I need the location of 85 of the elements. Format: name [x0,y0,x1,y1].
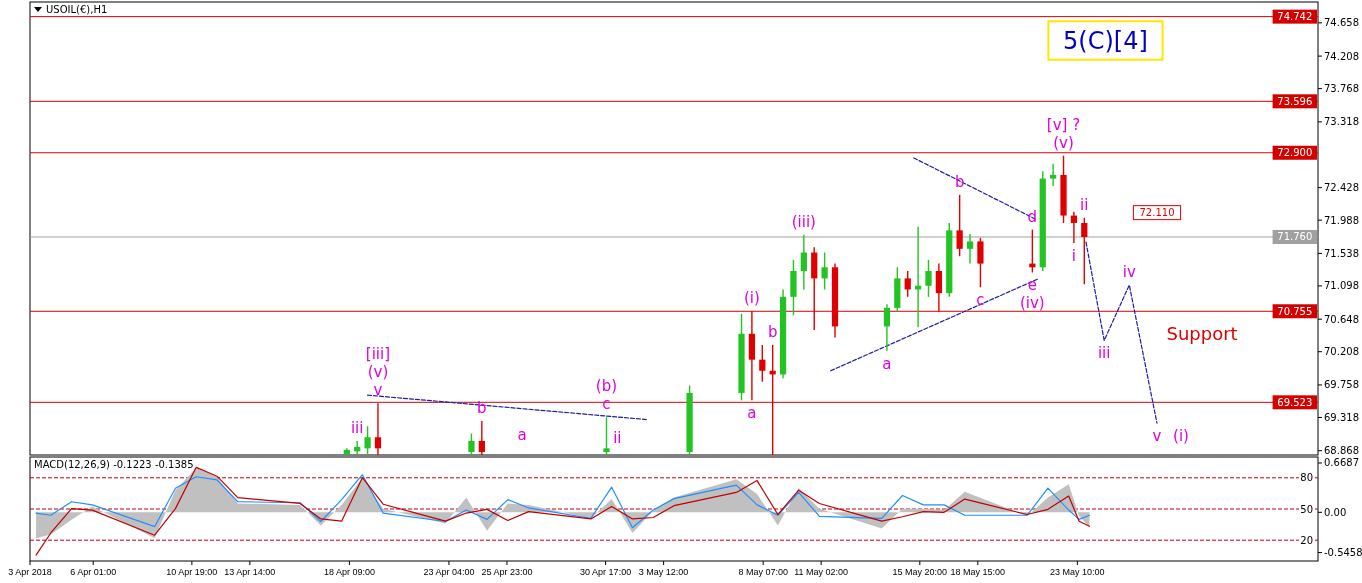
candlestick [1050,163,1057,187]
y-tick-label: 0.6687 [1324,457,1359,469]
y-tick-label: 68.868 [1324,445,1359,457]
annotation: iii [1097,344,1111,363]
annotation: [v] ? [1046,115,1081,134]
annotation: (iii) [791,212,816,231]
annotation: a [517,425,527,444]
annotation: (i) [743,288,760,307]
y-tick-label: 70.208 [1324,346,1359,358]
annotation: (v) [367,363,389,382]
annotation: (b) [595,377,618,396]
candlestick [925,259,932,298]
annotation: b [767,322,778,341]
annotation: 72.110 [1139,207,1175,219]
candlestick [904,270,911,298]
y-tick-label: 71.538 [1324,247,1359,259]
annotation: v [373,381,383,400]
candlestick [956,194,963,257]
y-tick-label: 70.648 [1324,313,1359,325]
candlestick [821,251,828,291]
ref-line-label: 69.523 [1277,396,1313,408]
candlestick [800,234,807,291]
annotation: (i) [1173,427,1189,446]
y-tick-label: 74.208 [1324,50,1359,62]
annotation: [iii] [365,345,391,364]
x-tick-label: 10 Apr 19:00 [166,567,218,577]
ref-line-label: 72.900 [1277,147,1313,159]
x-tick-label: 23 Apr 04:00 [423,567,475,577]
annotation: (iv) [1019,294,1045,313]
y-tick-label: 71.098 [1324,280,1359,292]
y-tick-label: 74.658 [1324,17,1359,29]
x-tick-label: 25 Apr 23:00 [481,567,533,577]
annotation: a [882,354,892,373]
y2-tick-label: 50 [1300,503,1313,515]
y-tick-label: 0.00 [1324,506,1347,518]
candlestick [603,416,610,455]
x-tick-label: 15 May 20:00 [892,567,948,577]
y-tick-label: 69.318 [1324,411,1359,423]
x-tick-label: 3 May 12:00 [638,567,689,577]
candlestick [883,303,891,352]
chart-title: MACD(12,26,9) -0.1223 -0.1385 [34,459,194,470]
y2-tick-label: 80 [1300,472,1313,484]
annotation: c [976,291,985,310]
annotation: e [1027,276,1037,295]
y-tick-label: 71.988 [1324,214,1359,226]
candlestick [759,344,766,383]
x-tick-label: 6 Apr 01:00 [70,567,117,577]
ref-line-label: 74.742 [1277,11,1313,23]
annotation: v [1152,427,1162,446]
y-tick-label: 73.318 [1324,116,1359,128]
ref-line-label: 73.596 [1277,95,1313,107]
y-tick-label: -0.5458 [1324,547,1362,559]
candlestick [966,233,974,265]
annotation: 5(C)[4] [1063,26,1148,55]
annotation: ii [613,428,622,447]
x-tick-label: 18 May 15:00 [950,567,1006,577]
x-tick-label: 13 Apr 14:00 [224,567,276,577]
y-tick-label: 73.768 [1324,83,1359,95]
x-tick-label: 30 Apr 17:00 [580,567,632,577]
annotation: Support [1166,323,1238,345]
x-tick-label: 23 May 10:00 [1050,567,1105,577]
ref-line-label: 71.760 [1277,231,1313,243]
candlestick [1081,217,1088,285]
annotation: iv [1122,263,1136,282]
annotation: ii [1080,195,1089,214]
annotation: (v) [1053,133,1074,152]
candlestick [364,425,371,455]
chart-title: USOIL(€),H1 [46,4,108,15]
x-tick-label: 3 Apr 2018 [8,567,52,577]
candlestick [478,420,485,455]
y2-tick-label: 20 [1300,534,1313,546]
x-tick-label: 11 May 02:00 [794,567,849,577]
candlestick [1070,211,1078,244]
line-series [1085,241,1158,424]
y-tick-label: 69.758 [1324,379,1359,391]
annotation: a [747,404,757,423]
x-tick-label: 18 Apr 09:00 [323,567,375,577]
line-series [35,474,1091,529]
candlestick [468,432,475,455]
y-tick-label: 72.428 [1324,182,1359,194]
candlestick [977,237,984,288]
annotation: iii [350,418,364,437]
x-tick-label: 8 May 07:00 [738,567,788,577]
ref-line-label: 70.755 [1277,305,1313,317]
annotation: i [1071,246,1076,265]
